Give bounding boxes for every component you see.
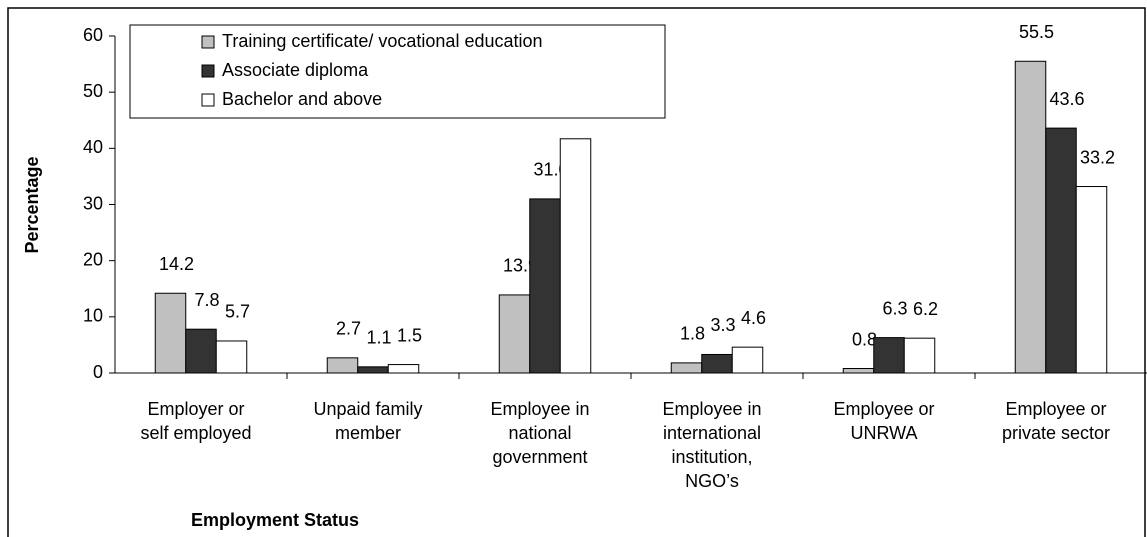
data-label: 33.2 xyxy=(1080,147,1115,167)
bar xyxy=(185,328,217,374)
data-label: 14.2 xyxy=(159,254,194,274)
x-tick-label: Employee in international institution, N… xyxy=(662,399,762,491)
data-label: 5.7 xyxy=(225,302,250,322)
x-tick-label: Employee in national government xyxy=(490,399,590,467)
y-tick-label: 50 xyxy=(83,81,103,101)
legend-swatch xyxy=(201,93,215,107)
x-tick-label: Employer or self employed xyxy=(140,399,252,443)
bar xyxy=(1014,60,1047,374)
bar xyxy=(154,292,187,374)
bar xyxy=(701,353,733,374)
legend-box xyxy=(129,24,666,119)
bar xyxy=(326,357,359,374)
data-label: 4.6 xyxy=(741,308,766,328)
y-tick-label: 40 xyxy=(83,137,103,157)
data-label: 55.5 xyxy=(1019,22,1054,42)
data-label: 6.3 xyxy=(882,298,907,318)
x-axis-title: Employment Status xyxy=(191,510,359,530)
data-label: 3.3 xyxy=(710,315,735,335)
y-tick-label: 20 xyxy=(83,249,103,269)
legend-label: Bachelor and above xyxy=(222,89,382,109)
data-label: 1.5 xyxy=(397,325,422,345)
bar xyxy=(215,340,248,374)
bar xyxy=(559,138,592,374)
data-label: 0.8 xyxy=(852,329,877,349)
x-tick-label: Unpaid family member xyxy=(313,399,423,443)
bar xyxy=(670,362,703,374)
x-tick-label: Employee or private sector xyxy=(1001,399,1111,443)
y-tick-label: 60 xyxy=(83,25,103,45)
legend-label: Associate diploma xyxy=(222,60,369,80)
legend-swatch xyxy=(201,64,215,78)
bar xyxy=(903,337,936,374)
bar xyxy=(529,198,561,374)
bar xyxy=(498,294,531,374)
data-label: 2.7 xyxy=(336,319,361,339)
bar xyxy=(1045,127,1077,374)
data-label: 7.8 xyxy=(194,290,219,310)
y-tick-label: 30 xyxy=(83,193,103,213)
legend-swatch xyxy=(201,35,215,49)
data-label: 1.8 xyxy=(680,324,705,344)
data-label: 6.2 xyxy=(913,299,938,319)
bar xyxy=(387,364,420,374)
bar xyxy=(357,366,389,374)
bar xyxy=(1075,186,1108,374)
y-tick-label: 0 xyxy=(93,362,103,382)
chart-frame xyxy=(7,7,1146,537)
y-axis-title: Percentage xyxy=(22,156,42,253)
data-label: 1.1 xyxy=(366,328,391,348)
data-label: 43.6 xyxy=(1049,89,1084,109)
bar xyxy=(873,337,905,374)
y-tick-label: 10 xyxy=(83,306,103,326)
bar xyxy=(731,346,764,374)
x-tick-label: Employee or UNRWA xyxy=(833,399,935,443)
legend-label: Training certificate/ vocational educati… xyxy=(222,31,543,51)
bar xyxy=(842,368,875,374)
